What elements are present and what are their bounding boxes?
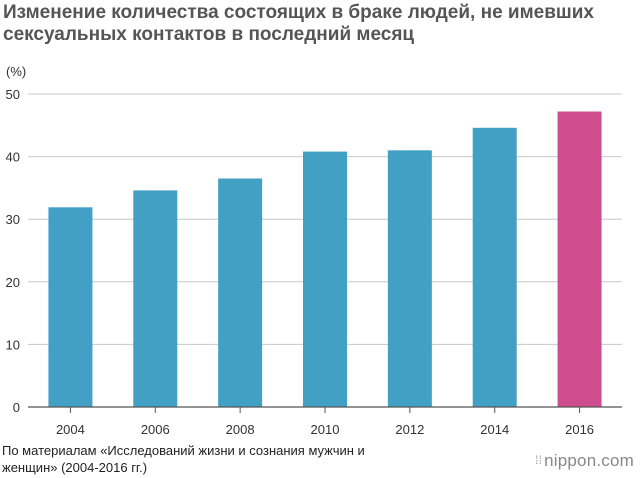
bar xyxy=(133,190,178,407)
logo-dots-icon: ⁞⁞ xyxy=(535,453,543,467)
bar xyxy=(387,150,432,407)
x-tick-label: 2014 xyxy=(480,422,509,437)
y-tick-label: 40 xyxy=(6,150,20,165)
source-note: По материалам «Исследований жизни и созн… xyxy=(2,443,365,475)
y-axis-unit-label: (%) xyxy=(6,64,27,79)
y-tick-label: 30 xyxy=(6,212,20,227)
x-tick-label: 2016 xyxy=(565,422,594,437)
nippon-logo: ⁞⁞ nippon.com xyxy=(535,451,634,471)
y-tick-label: 20 xyxy=(6,275,20,290)
y-tick-label: 0 xyxy=(13,400,20,415)
bar xyxy=(557,111,602,407)
bar xyxy=(48,207,93,407)
x-tick-label: 2008 xyxy=(226,422,255,437)
bar xyxy=(303,151,347,407)
bar xyxy=(472,127,517,407)
x-tick-label: 2010 xyxy=(311,422,340,437)
x-tick-label: 2012 xyxy=(395,422,424,437)
y-tick-label: 50 xyxy=(6,87,20,102)
x-tick-label: 2004 xyxy=(56,422,85,437)
logo-text: nippon.com xyxy=(544,451,634,470)
chart-title: Изменение количества состоящих в браке л… xyxy=(3,2,594,45)
y-tick-label: 10 xyxy=(6,337,20,352)
x-tick-label: 2006 xyxy=(141,422,170,437)
bar xyxy=(218,178,263,407)
